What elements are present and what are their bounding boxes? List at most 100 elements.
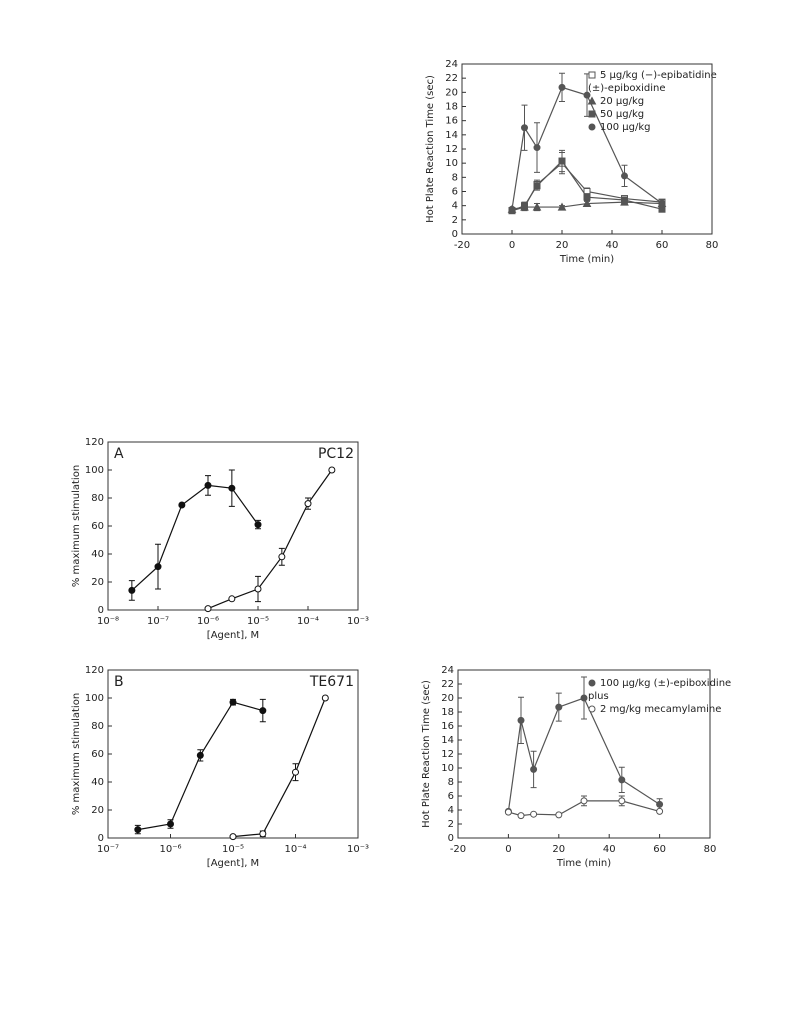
- y-tick-label: 12: [441, 749, 454, 760]
- x-axis-title: Time (min): [559, 254, 614, 265]
- x-tick-label: 10⁻³: [347, 844, 369, 855]
- x-tick-label: 10⁻³: [347, 616, 369, 627]
- y-tick-label: 20: [91, 805, 104, 816]
- x-tick-label: 0: [505, 844, 511, 855]
- legend-marker: [588, 679, 596, 687]
- x-tick-label: 10⁻⁴: [284, 844, 306, 855]
- marker: [228, 484, 236, 492]
- x-axis-title: Time (min): [556, 858, 611, 869]
- marker: [134, 826, 142, 834]
- y-tick-label: 10: [441, 763, 454, 774]
- x-tick-label: 10⁻⁶: [159, 844, 181, 855]
- marker: [558, 83, 566, 91]
- x-tick-label: 10⁻⁸: [97, 616, 119, 627]
- x-tick-label: -20: [450, 844, 466, 855]
- marker: [204, 481, 212, 489]
- legend-label: 100 μg/kg (±)-epiboxidine: [600, 678, 731, 689]
- panel-label: B: [114, 674, 124, 690]
- panel-label: A: [114, 446, 124, 462]
- y-tick-label: 20: [445, 87, 458, 98]
- marker: [178, 501, 186, 509]
- y-axis-title: % maximum stimulation: [71, 465, 82, 587]
- marker: [228, 595, 236, 603]
- y-tick-label: 0: [98, 605, 104, 616]
- x-tick-label: 20: [556, 240, 569, 251]
- marker: [292, 768, 299, 776]
- x-tick-label: 10⁻⁵: [222, 844, 244, 855]
- marker: [555, 811, 563, 819]
- y-tick-label: 22: [445, 73, 458, 84]
- marker: [328, 466, 336, 474]
- marker: [532, 202, 542, 211]
- marker: [254, 585, 262, 593]
- y-tick-label: 24: [441, 665, 454, 676]
- y-tick-label: 10: [445, 158, 458, 169]
- marker: [259, 707, 267, 715]
- marker: [229, 698, 237, 706]
- cell-line-label: PC12: [318, 446, 354, 462]
- y-tick-label: 40: [91, 777, 104, 788]
- legend-label: 2 mg/kg mecamylamine: [600, 704, 721, 715]
- marker: [658, 200, 666, 208]
- legend-marker: [587, 96, 597, 105]
- x-tick-label: 60: [656, 240, 669, 251]
- marker: [254, 521, 262, 529]
- marker: [128, 586, 136, 594]
- y-tick-label: 22: [441, 679, 454, 690]
- marker: [196, 751, 204, 759]
- legend-marker: [588, 705, 596, 713]
- cell-line-label: TE671: [309, 674, 354, 690]
- x-tick-label: 60: [653, 844, 666, 855]
- x-tick-label: -20: [454, 240, 470, 251]
- marker: [321, 694, 329, 702]
- x-tick-label: 80: [706, 240, 719, 251]
- marker: [558, 157, 566, 165]
- marker: [656, 807, 664, 815]
- y-tick-label: 4: [448, 805, 454, 816]
- x-tick-label: 20: [552, 844, 565, 855]
- x-tick-label: 40: [603, 844, 616, 855]
- marker: [533, 144, 541, 152]
- marker: [530, 810, 538, 818]
- series-line: [137, 701, 263, 831]
- plot-frame: [107, 669, 359, 839]
- marker: [204, 605, 212, 613]
- y-tick-label: 8: [448, 777, 454, 788]
- y-tick-label: 6: [448, 791, 454, 802]
- y-tick-label: 16: [445, 116, 458, 127]
- marker: [533, 182, 541, 190]
- marker: [583, 91, 591, 99]
- y-tick-label: 40: [91, 549, 104, 560]
- x-tick-label: 10⁻⁵: [247, 616, 269, 627]
- x-axis-title: [Agent], M: [207, 858, 259, 869]
- marker: [557, 202, 567, 211]
- y-tick-label: 4: [452, 201, 458, 212]
- y-tick-label: 60: [91, 749, 104, 760]
- y-axis-title: % maximum stimulation: [71, 693, 82, 815]
- legend-label: 50 μg/kg: [600, 109, 644, 120]
- marker: [618, 797, 626, 805]
- x-tick-label: 10⁻⁷: [147, 616, 169, 627]
- x-tick-label: 0: [509, 240, 515, 251]
- y-tick-label: 80: [91, 721, 104, 732]
- y-tick-label: 16: [441, 721, 454, 732]
- y-tick-label: 20: [91, 577, 104, 588]
- y-tick-label: 0: [448, 833, 454, 844]
- y-tick-label: 100: [85, 693, 104, 704]
- y-tick-label: 100: [85, 465, 104, 476]
- marker: [530, 765, 538, 773]
- y-tick-label: 80: [91, 493, 104, 504]
- marker: [656, 800, 664, 808]
- x-tick-label: 10⁻⁷: [97, 844, 119, 855]
- marker: [278, 553, 286, 561]
- legend-label: 20 μg/kg: [600, 96, 644, 107]
- marker: [504, 808, 512, 816]
- y-tick-label: 0: [98, 833, 104, 844]
- y-tick-label: 14: [445, 130, 458, 141]
- legend-marker: [588, 71, 596, 79]
- marker: [154, 563, 162, 571]
- legend-label: 5 μg/kg (−)-epibatidine: [600, 70, 717, 81]
- y-tick-label: 120: [85, 437, 104, 448]
- y-tick-label: 14: [441, 735, 454, 746]
